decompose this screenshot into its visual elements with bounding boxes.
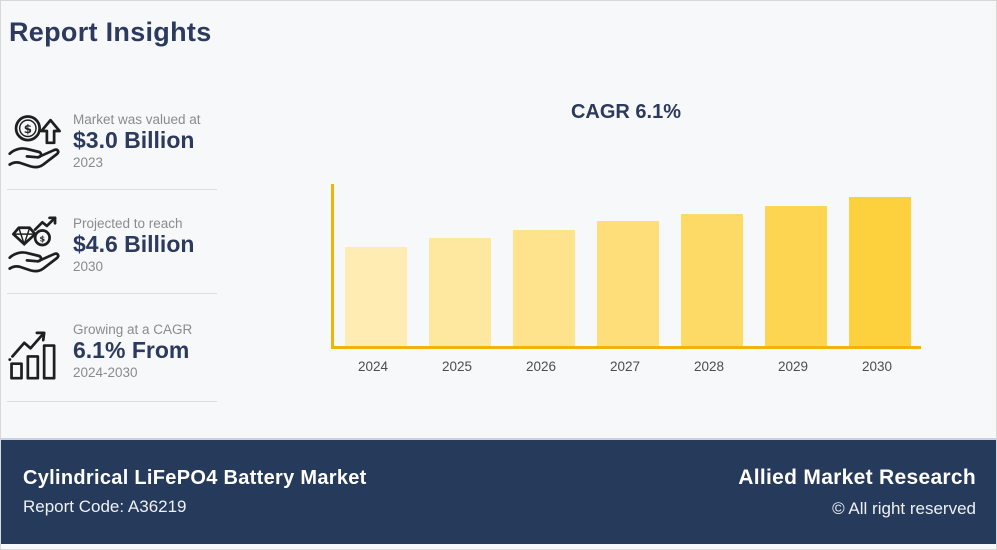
divider xyxy=(7,401,217,402)
bar-plot xyxy=(331,184,921,349)
stat-value: 6.1% From xyxy=(73,337,190,364)
stat-period: 2024-2030 xyxy=(73,364,138,380)
svg-text:$: $ xyxy=(24,122,32,136)
hand-coin-growth-icon: $ xyxy=(7,108,65,174)
svg-text:$: $ xyxy=(40,233,46,243)
x-tick-label: 2027 xyxy=(609,359,641,374)
stat-period: 2023 xyxy=(73,154,104,170)
divider xyxy=(7,293,217,294)
bar-2029 xyxy=(765,206,827,346)
stat-label: Market was valued at xyxy=(73,112,201,128)
x-tick-label: 2024 xyxy=(357,359,389,374)
x-tick-label: 2030 xyxy=(861,359,893,374)
hand-gem-coin-icon: $ xyxy=(7,212,65,278)
bar-2025 xyxy=(429,238,491,346)
x-tick-label: 2028 xyxy=(693,359,725,374)
x-tick-label: 2025 xyxy=(441,359,473,374)
x-tick-label: 2029 xyxy=(777,359,809,374)
divider xyxy=(7,189,217,190)
stat-label: Growing at a CAGR xyxy=(73,322,193,338)
copyright-notice: © All right reserved xyxy=(832,498,976,518)
brand-name: Allied Market Research xyxy=(738,465,976,489)
footer: Cylindrical LiFePO4 Battery Market Repor… xyxy=(1,438,996,544)
x-axis-labels: 2024 2025 2026 2027 2028 2029 2030 xyxy=(331,359,921,374)
stat-cagr: Growing at a CAGR 6.1% From 2024-2030 xyxy=(7,307,231,395)
bar-2030 xyxy=(849,197,911,346)
x-tick-label: 2026 xyxy=(525,359,557,374)
stat-value: $3.0 Billion xyxy=(73,127,195,154)
bar-2027 xyxy=(597,221,659,346)
market-title: Cylindrical LiFePO4 Battery Market xyxy=(23,467,367,489)
bar-2028 xyxy=(681,214,743,346)
stat-period: 2030 xyxy=(73,258,104,274)
stat-projection: $ Projected to reach $4.6 Billion 2030 xyxy=(7,203,231,287)
stat-label: Projected to reach xyxy=(73,216,183,232)
stat-value: $4.6 Billion xyxy=(73,231,195,258)
stat-market-value: $ Market was valued at $3.0 Billion 2023 xyxy=(7,99,231,183)
report-code: Report Code: A36219 xyxy=(23,497,187,516)
page-title: Report Insights xyxy=(9,17,212,47)
bar-2024 xyxy=(345,247,407,346)
bar-2026 xyxy=(513,230,575,346)
chart-title: CAGR 6.1% xyxy=(570,101,682,123)
growth-bar-chart-icon xyxy=(7,318,65,384)
